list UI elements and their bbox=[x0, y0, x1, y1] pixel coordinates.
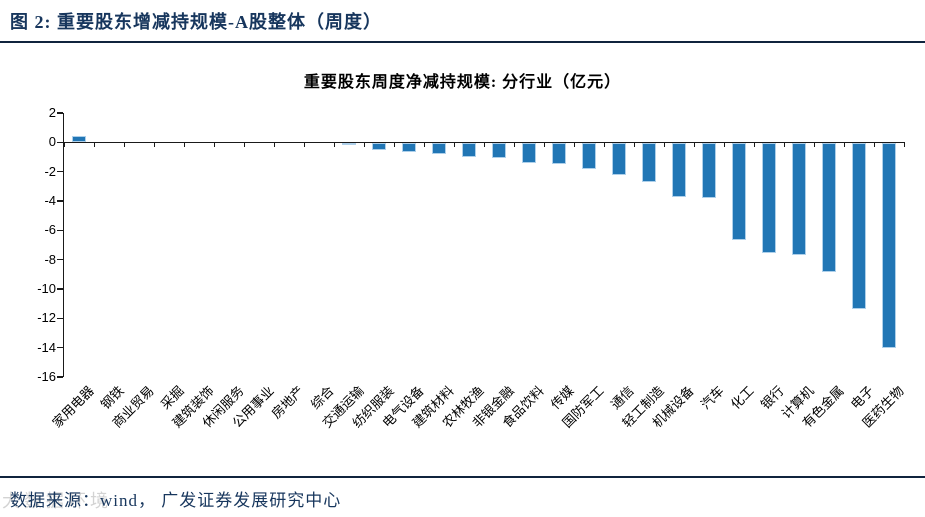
x-axis-tick bbox=[393, 142, 395, 148]
bar bbox=[552, 143, 566, 164]
y-axis-tick bbox=[57, 112, 63, 114]
x-axis-tick bbox=[603, 142, 605, 148]
x-axis-tick bbox=[93, 142, 95, 148]
x-axis-tick bbox=[303, 142, 305, 148]
x-axis-tick bbox=[423, 142, 425, 148]
x-axis-tick bbox=[843, 142, 845, 148]
x-category-label: 房地产 bbox=[268, 383, 307, 422]
y-axis-tick-label: -2 bbox=[44, 163, 56, 179]
x-axis-tick bbox=[513, 142, 515, 148]
x-axis-tick bbox=[213, 142, 215, 148]
x-axis-tick bbox=[543, 142, 545, 148]
x-category-label: 化工 bbox=[727, 383, 757, 413]
x-axis-tick bbox=[783, 142, 785, 148]
x-axis-tick bbox=[333, 142, 335, 148]
y-axis-tick-label: -8 bbox=[44, 251, 56, 267]
y-axis-tick-label: -4 bbox=[44, 193, 56, 208]
bar bbox=[372, 143, 386, 150]
bar bbox=[432, 143, 446, 155]
x-axis-tick bbox=[153, 142, 155, 148]
x-category-label: 汽车 bbox=[697, 383, 727, 413]
y-axis-tick bbox=[57, 317, 63, 320]
bar bbox=[702, 143, 716, 199]
x-axis-tick bbox=[753, 142, 755, 148]
x-axis-tick bbox=[243, 142, 245, 148]
x-axis-tick bbox=[273, 142, 275, 148]
x-axis-tick bbox=[183, 142, 185, 148]
y-axis-tick bbox=[57, 288, 63, 290]
x-axis-tick bbox=[903, 142, 905, 148]
bar bbox=[762, 143, 776, 254]
bar bbox=[72, 135, 86, 143]
bar bbox=[342, 143, 356, 146]
bar bbox=[732, 143, 746, 240]
y-axis-tick bbox=[57, 170, 63, 173]
bar bbox=[402, 143, 416, 152]
data-source: 数据来源：wind， 广发证券发展研究中心 bbox=[10, 491, 342, 510]
bar bbox=[852, 143, 866, 309]
bar bbox=[792, 143, 806, 255]
y-axis-tick bbox=[57, 141, 63, 144]
x-axis-tick bbox=[573, 142, 575, 148]
x-axis-tick bbox=[363, 142, 365, 148]
y-axis-tick-label: -10 bbox=[37, 281, 56, 296]
y-axis-tick-label: -16 bbox=[37, 369, 56, 384]
x-axis-tick bbox=[723, 142, 725, 148]
bar bbox=[672, 143, 686, 197]
x-axis-tick bbox=[63, 142, 65, 148]
chart-title: 重要股东周度净减持规模: 分行业（亿元） bbox=[303, 74, 622, 91]
x-category-label: 家用电器 bbox=[49, 383, 97, 431]
watermark: 大数据环境 bbox=[2, 491, 112, 511]
bar bbox=[462, 143, 476, 157]
y-axis-tick-label: -6 bbox=[44, 222, 56, 238]
y-axis-tick-label: 0 bbox=[48, 134, 56, 150]
bar bbox=[492, 143, 506, 158]
bar bbox=[882, 143, 896, 349]
header-divider bbox=[0, 41, 925, 43]
y-axis-tick-label: -12 bbox=[37, 310, 56, 326]
x-axis-tick bbox=[633, 142, 635, 148]
x-axis-tick bbox=[483, 142, 485, 148]
bar bbox=[642, 143, 656, 182]
bar bbox=[612, 143, 626, 176]
x-axis-tick bbox=[663, 142, 665, 148]
bar bbox=[522, 143, 536, 163]
y-axis-tick bbox=[57, 229, 63, 232]
x-axis-tick bbox=[123, 142, 125, 148]
y-axis-tick bbox=[57, 346, 63, 349]
x-axis-tick bbox=[873, 142, 875, 148]
y-axis-tick-label: 2 bbox=[48, 105, 56, 120]
bar bbox=[582, 143, 596, 169]
footer-divider bbox=[0, 476, 925, 478]
x-axis-tick bbox=[453, 142, 455, 148]
y-axis-tick bbox=[57, 200, 63, 202]
x-axis-tick bbox=[813, 142, 815, 148]
y-axis-tick bbox=[57, 376, 63, 378]
figure-caption: 图 2: 重要股东增减持规模-A股整体（周度） bbox=[10, 12, 382, 32]
bar bbox=[822, 143, 836, 273]
y-axis-line bbox=[62, 113, 64, 377]
y-axis-tick bbox=[57, 258, 63, 261]
x-axis-tick bbox=[693, 142, 695, 148]
y-axis-tick-label: -14 bbox=[37, 339, 56, 355]
